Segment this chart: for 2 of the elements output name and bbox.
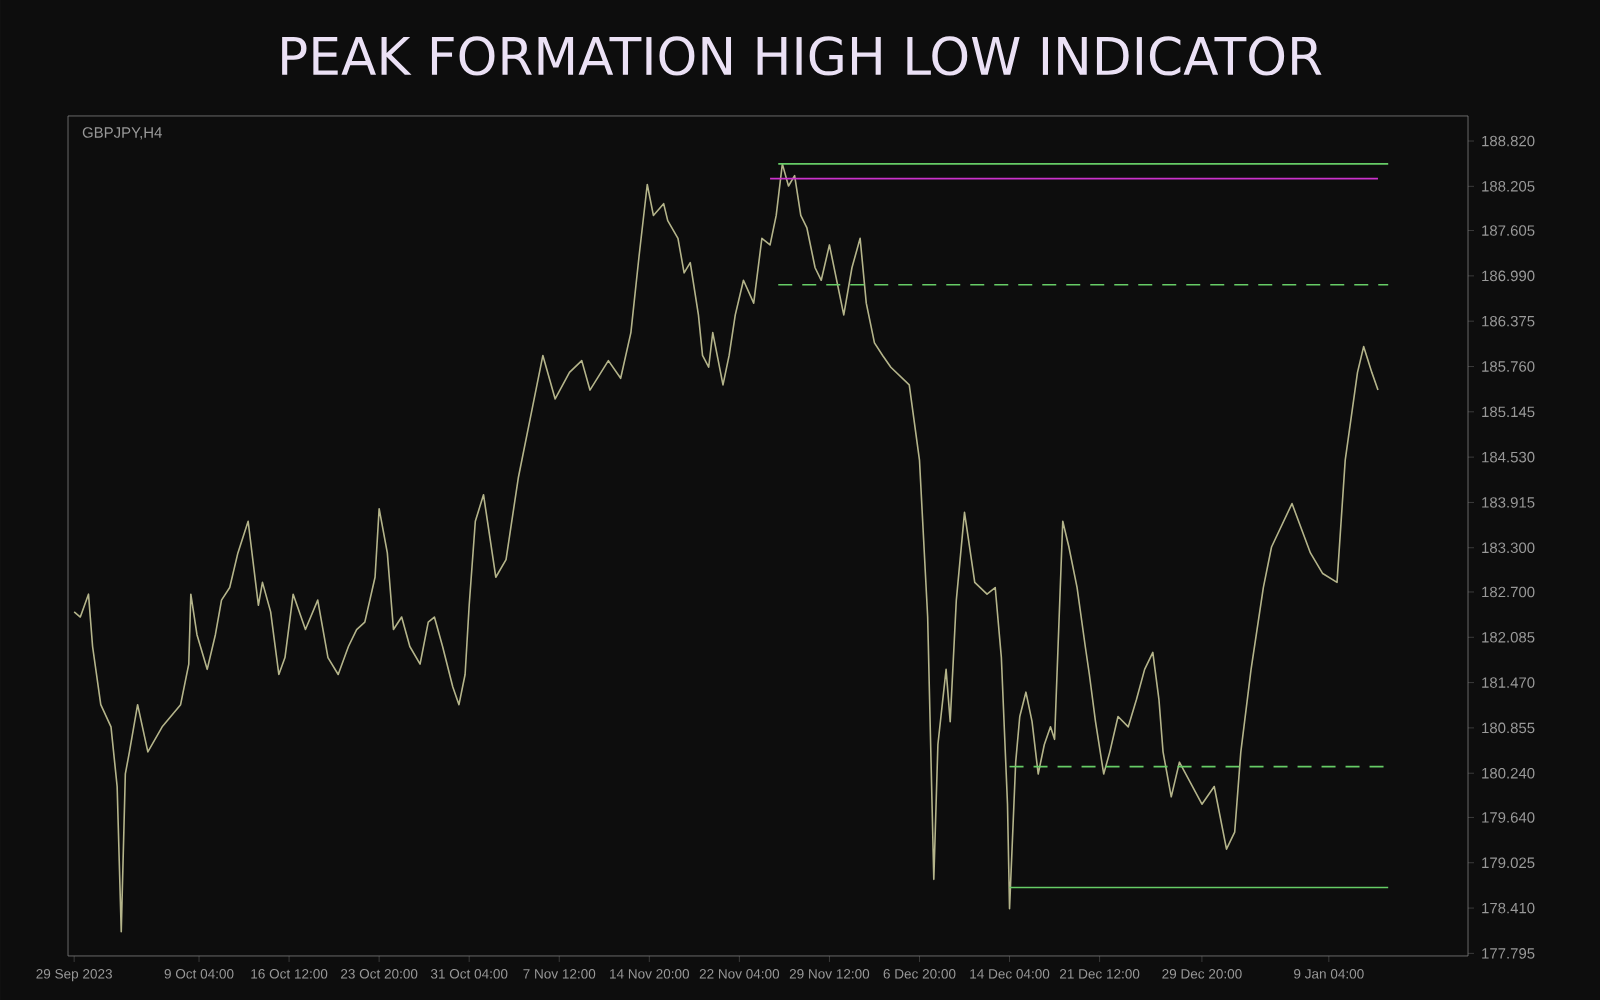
line-series: [73, 163, 1379, 933]
chart-title: PEAK FORMATION HIGH LOW INDICATOR: [282, 36, 1322, 76]
